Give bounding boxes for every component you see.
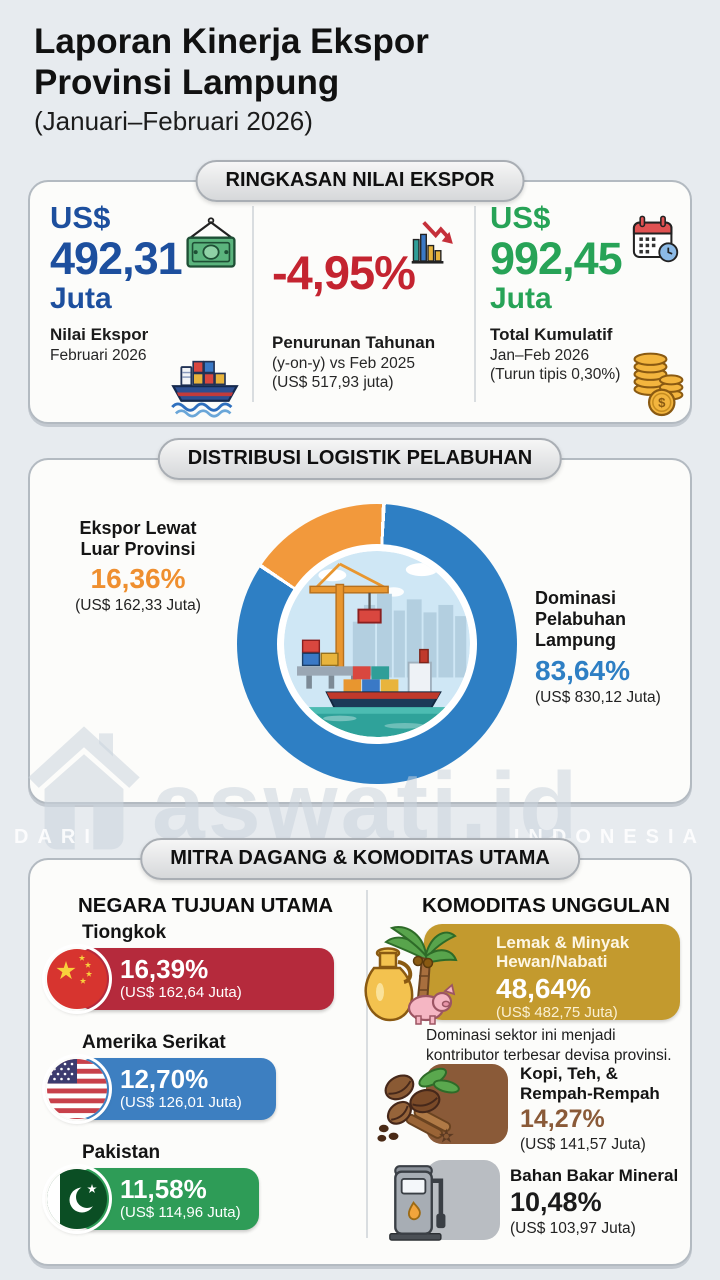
page-title: Laporan Kinerja Ekspor Provinsi Lampung …	[34, 22, 429, 136]
stat3-currency: US$	[490, 200, 551, 235]
coffee-commodity-text: Kopi, Teh, & Rempah-Rempah 14,27% (US$ 1…	[520, 1064, 660, 1154]
domestic-label-line3: Lampung	[535, 630, 616, 651]
divider	[252, 206, 254, 402]
stat3-value: 992,45	[490, 232, 623, 284]
china-flag-icon	[45, 947, 109, 1011]
stat3-sublabel1: Jan–Feb 2026	[490, 346, 590, 364]
domestic-label-line1: Dominasi	[535, 588, 617, 608]
fuel-amount: (US$ 103,97 Juta)	[510, 1219, 636, 1237]
watermark-caption-left: DARI	[14, 826, 99, 848]
note-line2: kontributor terbesar devisa provinsi.	[426, 1047, 672, 1065]
stat-nilai-ekspor: US$ 492,31 Juta Nilai Ekspor Februari 20…	[50, 182, 250, 422]
stat3-sublabel2: (Turun tipis 0,30%)	[490, 366, 621, 384]
featured-name-line1: Lemak & Minyak	[496, 933, 630, 952]
title-subtitle: (Januari–Februari 2026)	[34, 106, 313, 137]
stat1-label: Nilai Ekspor	[50, 325, 149, 345]
coffee-name-line2: Rempah-Rempah	[520, 1084, 660, 1104]
outside-percentage: 16,36%	[90, 563, 186, 595]
country-pct-pakistan: 11,58%	[120, 1174, 207, 1204]
stat2-sublabel2: (US$ 517,93 juta)	[272, 374, 394, 392]
port-illustration	[284, 551, 470, 737]
fuel-percentage: 10,48%	[510, 1187, 602, 1218]
fuel-commodity-text: Bahan Bakar Mineral 10,48% (US$ 103,97 J…	[510, 1166, 678, 1238]
outside-amount: (US$ 162,33 Juta)	[75, 597, 201, 615]
divider	[474, 206, 476, 402]
section-header-ringkasan: RINGKASAN NILAI EKSPOR	[195, 160, 525, 202]
stat-kumulatif: US$ 992,45 Juta Total Kumulatif Jan–Feb …	[490, 182, 684, 422]
stat1-currency: US$	[50, 200, 111, 235]
stat1-unit: Juta	[50, 281, 112, 315]
country-bar-amerika: 12,70% (US$ 126,01 Juta)	[47, 1058, 277, 1120]
fuel-name: Bahan Bakar Mineral	[510, 1166, 679, 1185]
outside-label-line1: Ekspor Lewat	[79, 518, 197, 538]
cargo-ship-icon	[168, 358, 242, 418]
coffee-name-line1: Kopi, Teh, &	[520, 1064, 618, 1083]
coffee-percentage: 14,27%	[520, 1105, 605, 1134]
coins-icon: $	[628, 334, 688, 422]
palm-oil-livestock-icon	[360, 920, 460, 1026]
country-name-pakistan: Pakistan	[82, 1142, 161, 1163]
featured-amount: (US$ 482,75 Juta)	[496, 1004, 618, 1022]
country-name-amerika: Amerika Serikat	[82, 1032, 226, 1053]
declining-chart-icon	[410, 218, 458, 268]
stat3-label: Total Kumulatif	[490, 325, 613, 345]
country-name-tiongkok: Tiongkok	[82, 922, 167, 943]
calendar-clock-icon	[630, 212, 680, 266]
stat1-value: 492,31	[50, 232, 183, 284]
section-header-distribusi: DISTRIBUSI LOGISTIK PELABUHAN	[157, 438, 563, 480]
stat2-sublabel1: (y-on-y) vs Feb 2025	[272, 354, 415, 372]
country-amount-tiongkok: (US$ 162,64 Juta)	[120, 984, 242, 1002]
partners-card: NEGARA TUJUAN UTAMA Tiongkok 16,39%	[28, 858, 692, 1266]
domestic-amount: (US$ 830,12 Juta)	[535, 688, 661, 706]
section-header-mitra: MITRA DAGANG & KOMODITAS UTAMA	[140, 838, 580, 880]
title-line1: Laporan Kinerja Ekspor	[34, 22, 429, 61]
stat1-sublabel: Februari 2026	[50, 346, 147, 364]
outside-label-line2: Luar Provinsi	[80, 539, 196, 560]
divider	[366, 890, 368, 1238]
note-line1: Dominasi sektor ini menjadi	[426, 1027, 616, 1044]
commodity-featured-card: Lemak & Minyak Hewan/Nabati 48,64% (US$ …	[424, 924, 680, 1022]
stat2-value: -4,95%	[272, 246, 416, 299]
stat3-unit: Juta	[490, 281, 552, 315]
distribution-card: Ekspor Lewat Luar Provinsi 16,36% (US$ 1…	[28, 458, 692, 804]
country-bar-pakistan: 11,58% (US$ 114,96 Juta)	[47, 1168, 259, 1230]
fuel-pump-icon	[388, 1156, 450, 1242]
commodities-heading: KOMODITAS UNGGULAN	[422, 894, 670, 917]
svg-text:$: $	[658, 395, 666, 410]
stat2-label: Penurunan Tahunan	[272, 333, 436, 353]
country-pct-amerika: 12,70%	[120, 1064, 209, 1094]
domestic-percentage: 83,64%	[535, 654, 630, 686]
summary-card: US$ 492,31 Juta Nilai Ekspor Februari 20…	[28, 180, 692, 424]
donut-label-domestic: Dominasi Pelabuhan Lampung 83,64% (US$ 8…	[535, 588, 705, 707]
coffee-amount: (US$ 141,57 Juta)	[520, 1135, 646, 1153]
country-amount-pakistan: (US$ 114,96 Juta)	[120, 1204, 241, 1222]
usa-flag-icon	[45, 1057, 109, 1121]
pakistan-flag-icon	[45, 1167, 109, 1231]
commodity-note: Dominasi sektor ini menjadi kontributor …	[426, 1026, 692, 1066]
title-line2: Provinsi Lampung	[34, 62, 340, 102]
port-distribution-donut-chart	[237, 504, 517, 784]
coffee-spices-icon	[374, 1060, 464, 1150]
donut-label-outside: Ekspor Lewat Luar Provinsi 16,36% (US$ 1…	[52, 518, 224, 615]
country-pct-tiongkok: 16,39%	[120, 954, 209, 984]
stat-penurunan: -4,95% Penurunan Tahunan (y-on-y) vs Feb…	[272, 182, 468, 422]
featured-name-line2: Hewan/Nabati	[496, 952, 608, 972]
money-banknote-icon	[184, 216, 238, 272]
country-amount-amerika: (US$ 126,01 Juta)	[120, 1094, 242, 1112]
countries-heading: NEGARA TUJUAN UTAMA	[78, 894, 334, 917]
domestic-label-line2: Pelabuhan	[535, 609, 627, 630]
country-bar-tiongkok: 16,39% (US$ 162,64 Juta)	[47, 948, 334, 1010]
featured-percentage: 48,64%	[496, 973, 591, 1005]
